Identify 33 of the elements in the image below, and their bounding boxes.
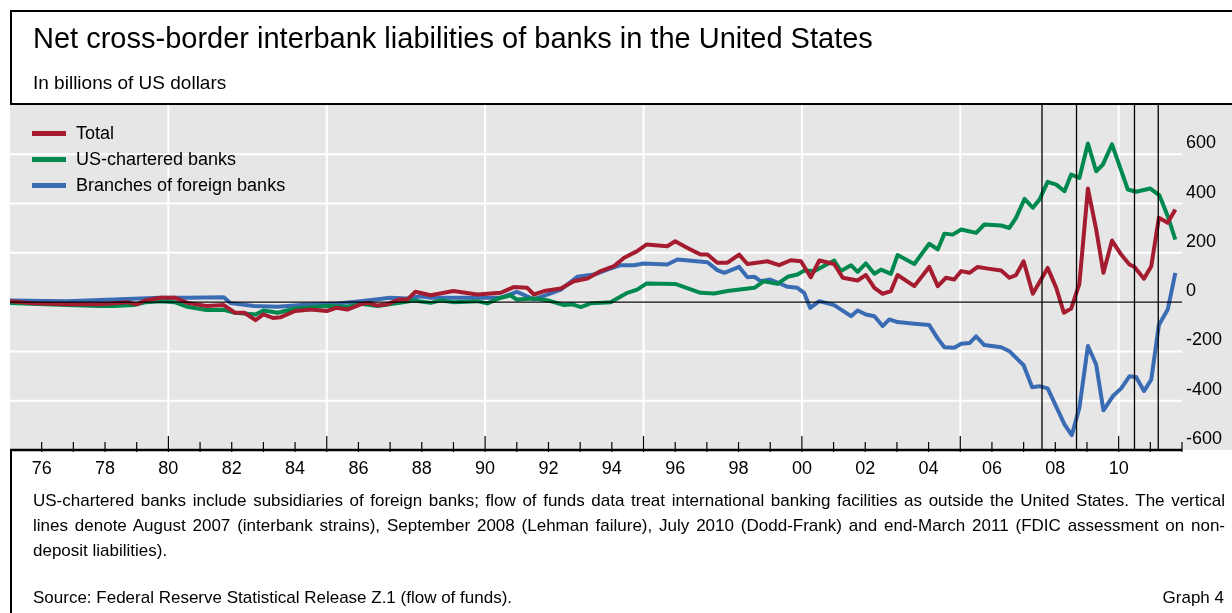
x-tick-label: 00 — [791, 458, 812, 478]
x-tick-label: 06 — [981, 458, 1002, 478]
x-tick-label: 10 — [1108, 458, 1129, 478]
x-tick-label: 90 — [475, 458, 496, 478]
x-tick-label: 84 — [285, 458, 306, 478]
x-tick-label: 98 — [728, 458, 749, 478]
x-tick-label: 78 — [95, 458, 116, 478]
x-tick-label: 94 — [601, 458, 622, 478]
x-tick-label: 02 — [855, 458, 876, 478]
y-tick-label: 400 — [1186, 181, 1217, 202]
text: US-chartered banks include subsidiaries of foreign banks; flow of funds data treat international banking facilities as outside the United States. The vertical lines denote August 2007 (interbank strains), September 2008 (Lehman failure), July 2010 (Dodd-Frank) and end-March 2011 (FDIC assessment on non-deposit liabilities). — [33, 490, 1225, 562]
x-tick-label: 86 — [348, 458, 369, 478]
x-tick-label: 76 — [31, 458, 52, 478]
x-tick-label: 82 — [221, 458, 242, 478]
legend-label: Total — [76, 122, 115, 145]
x-tick-label: 80 — [158, 458, 179, 478]
x-tick-label: 08 — [1045, 458, 1066, 478]
legend-label: US-chartered banks — [76, 148, 237, 171]
y-tick-label: 200 — [1186, 230, 1217, 251]
legend-label: Branches of foreign banks — [76, 174, 286, 197]
chart-subtitle: In billions of US dollars — [33, 72, 227, 94]
y-tick-label: -400 — [1186, 378, 1223, 399]
y-tick-label: 0 — [1186, 280, 1197, 301]
x-tick-label: 88 — [411, 458, 432, 478]
x-tick-label: 92 — [538, 458, 559, 478]
y-tick-label: 600 — [1186, 132, 1217, 153]
y-tick-label: -200 — [1186, 329, 1223, 350]
x-tick-label: 96 — [665, 458, 686, 478]
x-tick-label: 04 — [918, 458, 939, 478]
source-note: Source: Federal Reserve Statistical Release Z.1 (flow of funds). — [33, 588, 513, 608]
chart-title: Net cross-border interbank liabilities of banks in the United States — [33, 22, 873, 55]
caption: Graph 4 — [1162, 588, 1224, 608]
y-tick-label: -600 — [1186, 428, 1223, 448]
